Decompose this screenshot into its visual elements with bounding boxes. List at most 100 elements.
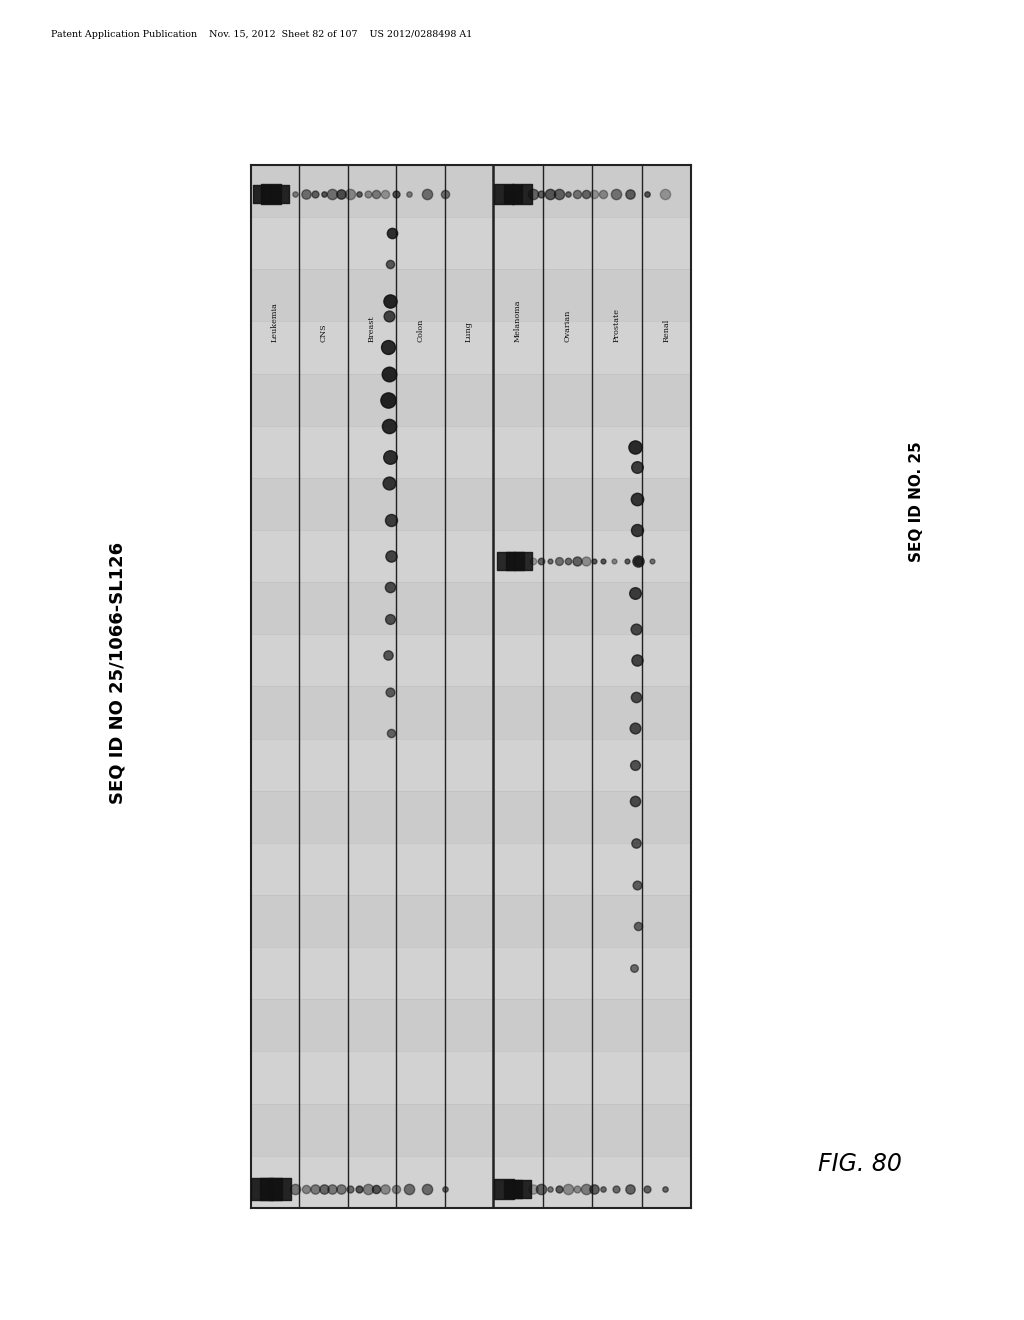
Point (496, 1179, 512, 1200)
Point (350, 183, 367, 205)
Point (586, 183, 602, 205)
Bar (251, 165, 691, 218)
Point (271, 183, 288, 205)
Text: SEQ ID NO 25/1066-SL126: SEQ ID NO 25/1066-SL126 (109, 543, 127, 804)
Point (254, 1179, 270, 1200)
Point (568, 183, 585, 205)
Point (419, 1179, 435, 1200)
Point (287, 1179, 303, 1200)
Point (515, 550, 531, 572)
Point (498, 550, 514, 572)
Text: Prostate: Prostate (613, 309, 621, 342)
Point (381, 306, 397, 327)
Point (383, 510, 399, 531)
Point (382, 577, 398, 598)
Point (578, 1179, 594, 1200)
Point (542, 183, 558, 205)
Point (606, 550, 623, 572)
Text: Ovarian: Ovarian (563, 310, 571, 342)
Text: Breast: Breast (368, 315, 376, 342)
Bar (251, 948, 691, 999)
Bar (251, 791, 691, 843)
Point (595, 183, 611, 205)
Point (401, 1179, 418, 1200)
Point (254, 183, 270, 205)
Point (524, 1179, 541, 1200)
Bar (251, 269, 691, 322)
Point (306, 1179, 323, 1200)
Point (627, 791, 643, 812)
Point (534, 183, 550, 205)
Point (325, 1179, 341, 1200)
Point (630, 550, 646, 572)
Point (380, 389, 396, 411)
Bar (251, 999, 691, 1051)
Point (381, 363, 397, 384)
Point (629, 457, 645, 478)
Bar (251, 374, 691, 425)
Point (629, 488, 645, 510)
Point (627, 718, 643, 739)
Point (586, 550, 602, 572)
Bar (251, 425, 691, 478)
Point (534, 550, 550, 572)
Point (383, 723, 399, 744)
Point (628, 833, 644, 854)
Point (359, 183, 376, 205)
Point (436, 1179, 453, 1200)
Point (315, 1179, 332, 1200)
Point (381, 414, 397, 436)
Point (513, 183, 529, 205)
Point (608, 1179, 625, 1200)
Point (384, 222, 400, 243)
Point (333, 1179, 349, 1200)
Point (382, 609, 398, 630)
Point (524, 183, 541, 205)
Point (628, 686, 644, 708)
Point (578, 183, 594, 205)
Point (315, 183, 332, 205)
Bar (251, 582, 691, 634)
Point (627, 436, 643, 457)
Point (595, 550, 611, 572)
Point (568, 1179, 585, 1200)
Point (629, 874, 645, 895)
Bar (251, 478, 691, 529)
Text: SEQ ID NO. 25: SEQ ID NO. 25 (909, 441, 924, 562)
Point (586, 1179, 602, 1200)
Point (622, 183, 638, 205)
Point (551, 183, 567, 205)
Text: Leukemia: Leukemia (271, 302, 280, 342)
Bar (251, 843, 691, 895)
Point (369, 183, 385, 205)
Point (287, 183, 303, 205)
Point (628, 619, 644, 640)
Point (505, 1179, 521, 1200)
Point (380, 473, 396, 494)
Point (542, 1179, 558, 1200)
Point (388, 183, 404, 205)
Point (496, 183, 512, 205)
Point (382, 446, 398, 467)
Point (419, 183, 435, 205)
Point (388, 1179, 404, 1200)
Bar (251, 218, 691, 269)
Point (342, 183, 358, 205)
Point (369, 1179, 385, 1200)
Bar (251, 1051, 691, 1104)
Point (627, 957, 643, 978)
Point (383, 545, 399, 566)
Text: Melanoma: Melanoma (514, 300, 522, 342)
Text: FIG. 80: FIG. 80 (818, 1152, 902, 1176)
Point (629, 519, 645, 541)
Point (513, 1179, 529, 1200)
Point (271, 1179, 288, 1200)
Point (560, 183, 577, 205)
Point (262, 183, 279, 205)
Point (578, 550, 594, 572)
Point (630, 916, 646, 937)
Point (262, 1179, 279, 1200)
Bar (251, 895, 691, 948)
Point (656, 183, 673, 205)
Point (620, 550, 636, 572)
